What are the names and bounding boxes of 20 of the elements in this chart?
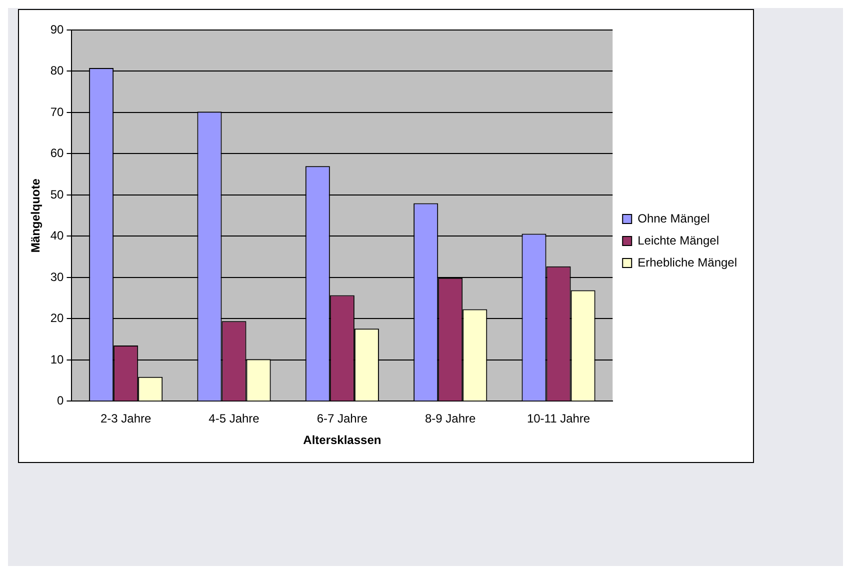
legend-label: Leichte Mängel	[638, 233, 719, 248]
x-tick-label: 10-11 Jahre	[526, 412, 590, 426]
y-tick-label: 80	[50, 64, 64, 78]
y-tick-label: 10	[50, 352, 64, 366]
x-tick-label: 6-7 Jahre	[316, 412, 368, 426]
y-axis-title: Mängelquote	[28, 178, 43, 253]
legend-label: Ohne Mängel	[638, 211, 710, 226]
x-tick-label: 2-3 Jahre	[100, 412, 152, 426]
legend-label: Erhebliche Mängel	[638, 255, 738, 270]
x-tick-label: 4-5 Jahre	[208, 412, 260, 426]
y-tick-label: 50	[50, 187, 64, 202]
y-tick-label: 70	[50, 104, 64, 119]
y-tick-label: 40	[50, 228, 64, 243]
y-tick-label: 90	[50, 22, 64, 36]
y-tick-label: 0	[57, 394, 64, 408]
x-tick-label: 8-9 Jahre	[425, 412, 476, 426]
y-tick-label: 30	[50, 270, 64, 284]
y-tick-label: 20	[50, 311, 64, 326]
y-tick-label: 60	[50, 146, 64, 160]
x-axis-title: Altersklassen	[303, 433, 382, 448]
